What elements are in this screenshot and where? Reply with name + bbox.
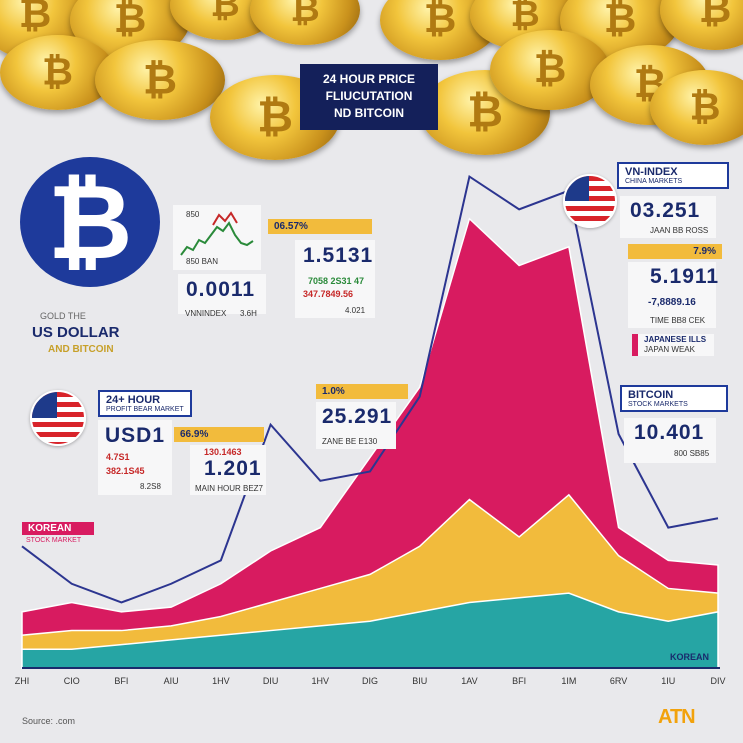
and-bitcoin-label: AND BITCOIN: [48, 344, 114, 355]
usd-panel: [98, 420, 172, 495]
bitcoin-box-subtitle: STOCK MARKETS: [628, 401, 688, 408]
vn-index-value: 03.251: [630, 199, 701, 222]
coin: ₿: [95, 40, 225, 120]
top-mid-value: 1.5131: [303, 244, 374, 267]
bitcoin-value: 10.401: [634, 421, 705, 444]
line-bitcoin: [21, 174, 719, 604]
top-mid-row-2: 347.7849.56: [303, 289, 354, 299]
source-text: Source: .com: [22, 716, 76, 726]
bottom-right-korean: KOREAN: [670, 652, 710, 662]
x-tick-label: 1AV: [461, 676, 477, 686]
center-label: 1.0%: [316, 384, 408, 399]
coin: ₿: [210, 75, 340, 160]
top-mid-panel: [295, 240, 375, 318]
korean-label-box: KOREAN STOCK MARKET: [22, 522, 94, 552]
x-tick-label: BFI: [512, 676, 526, 686]
top-left-value-panel: [178, 274, 266, 314]
usd-row-2: 382.1S45: [106, 466, 145, 476]
center-panel: [316, 402, 396, 449]
title-line-1: 24 HOUR PRICE: [322, 72, 416, 86]
x-tick-label: ZHI: [15, 676, 30, 686]
usd-value: USD1: [105, 424, 166, 447]
title-line-3: ND BITCOIN: [334, 106, 404, 120]
x-tick-label: 1IM: [561, 676, 576, 686]
right-pct-value: 5.1911: [650, 265, 720, 288]
coin: ₿: [650, 70, 743, 145]
coin: ₿: [490, 30, 610, 110]
vn-index-title-text: VN-INDEX: [625, 166, 678, 178]
bitcoin-box-title-text: BITCOIN: [628, 389, 674, 401]
bitcoin-panel: [624, 418, 716, 463]
brand-logo: ATN: [658, 706, 696, 728]
right-pct-label: 7.9%: [628, 244, 722, 259]
mini-chart-bottom: 850 BAN: [186, 257, 219, 266]
top-mid-note: 4.021: [345, 306, 366, 315]
bitcoin-box-title: BITCOIN STOCK MARKETS: [620, 385, 728, 412]
x-tick-label: 1IU: [661, 676, 675, 686]
top-left-caption: VNNINDEX: [185, 309, 227, 318]
right-pct-note: TIME BB8 CEK: [650, 316, 706, 325]
usd-box-subtitle: PROFIT BEAR MARKET: [106, 406, 184, 413]
us-dollar-label: US DOLLAR: [32, 324, 120, 341]
japanese-note: JAPAN WEAK: [644, 345, 695, 354]
usd-box-title: 24+ HOUR PROFIT BEAR MARKET: [98, 390, 192, 417]
korean-subtitle: STOCK MARKET: [26, 537, 82, 544]
center-note: ZANE BE E130: [322, 437, 378, 446]
x-tick-label: CIO: [64, 676, 80, 686]
bitcoin-logo-icon: ₿: [20, 157, 160, 287]
mini-candles: [180, 211, 254, 256]
area-korean: [21, 592, 719, 669]
top-mid-label: 06.57%: [268, 219, 372, 234]
japanese-panel: JAPANESE ILLS JAPAN WEAK: [632, 334, 714, 356]
usd-row-1: 4.7S1: [106, 452, 130, 462]
mini-chart-panel: 850 850 BAN: [173, 205, 261, 270]
vn-index-note: JAAN BB ROSS: [650, 226, 709, 235]
vn-index-title: VN-INDEX CHINA MARKETS: [617, 162, 729, 189]
title-line-2: FLIUCUTATION: [325, 89, 413, 103]
vn-index-panel: [620, 196, 716, 238]
left-caption: GOLD THE: [40, 311, 86, 321]
bitcoin-note: 800 SB85: [674, 449, 710, 458]
center-value: 25.291: [322, 405, 393, 428]
mini-chart-top: 850: [186, 210, 200, 219]
mid-pct-value: 1.201: [204, 457, 262, 480]
x-tick-label: DIV: [710, 676, 725, 686]
gold-coins-background: ₿ ₿ ₿ ₿ ₿ ₿ ₿ ₿ ₿ ₿ ₿ ₿ ₿ ₿ ₿: [0, 0, 743, 170]
usd-note: 8.2S8: [140, 482, 161, 491]
top-left-value: 0.0011: [186, 278, 256, 301]
us-flag-icon-2: [563, 174, 617, 228]
x-tick-label: AIU: [164, 676, 179, 686]
x-tick-label: 6RV: [610, 676, 627, 686]
right-pct-panel: [628, 262, 716, 328]
korean-title: KOREAN: [22, 522, 94, 535]
top-left-caption-2: 3.6H: [240, 309, 257, 318]
top-mid-row-1: 7058 2S31 47: [308, 276, 365, 286]
x-tick-label: DIU: [263, 676, 279, 686]
mid-pct-red: 130.1463: [204, 447, 242, 457]
right-pct-red: -7,8889.16: [648, 297, 696, 308]
x-tick-label: 1HV: [312, 676, 330, 686]
x-tick-label: DIG: [362, 676, 378, 686]
vn-index-subtitle: CHINA MARKETS: [625, 178, 683, 185]
x-tick-label: 1HV: [212, 676, 230, 686]
mid-pct-note: MAIN HOUR BEZ7: [195, 484, 264, 493]
us-flag-icon: [30, 390, 86, 446]
japanese-label: JAPANESE ILLS: [644, 335, 707, 344]
x-tick-label: BFI: [114, 676, 128, 686]
mid-pct-label: 66.9%: [174, 427, 264, 442]
mid-pct-panel: [190, 445, 266, 495]
x-tick-label: BIU: [412, 676, 427, 686]
title-box: 24 HOUR PRICE FLIUCUTATION ND BITCOIN: [300, 64, 438, 130]
usd-box-title-text: 24+ HOUR: [106, 394, 161, 406]
